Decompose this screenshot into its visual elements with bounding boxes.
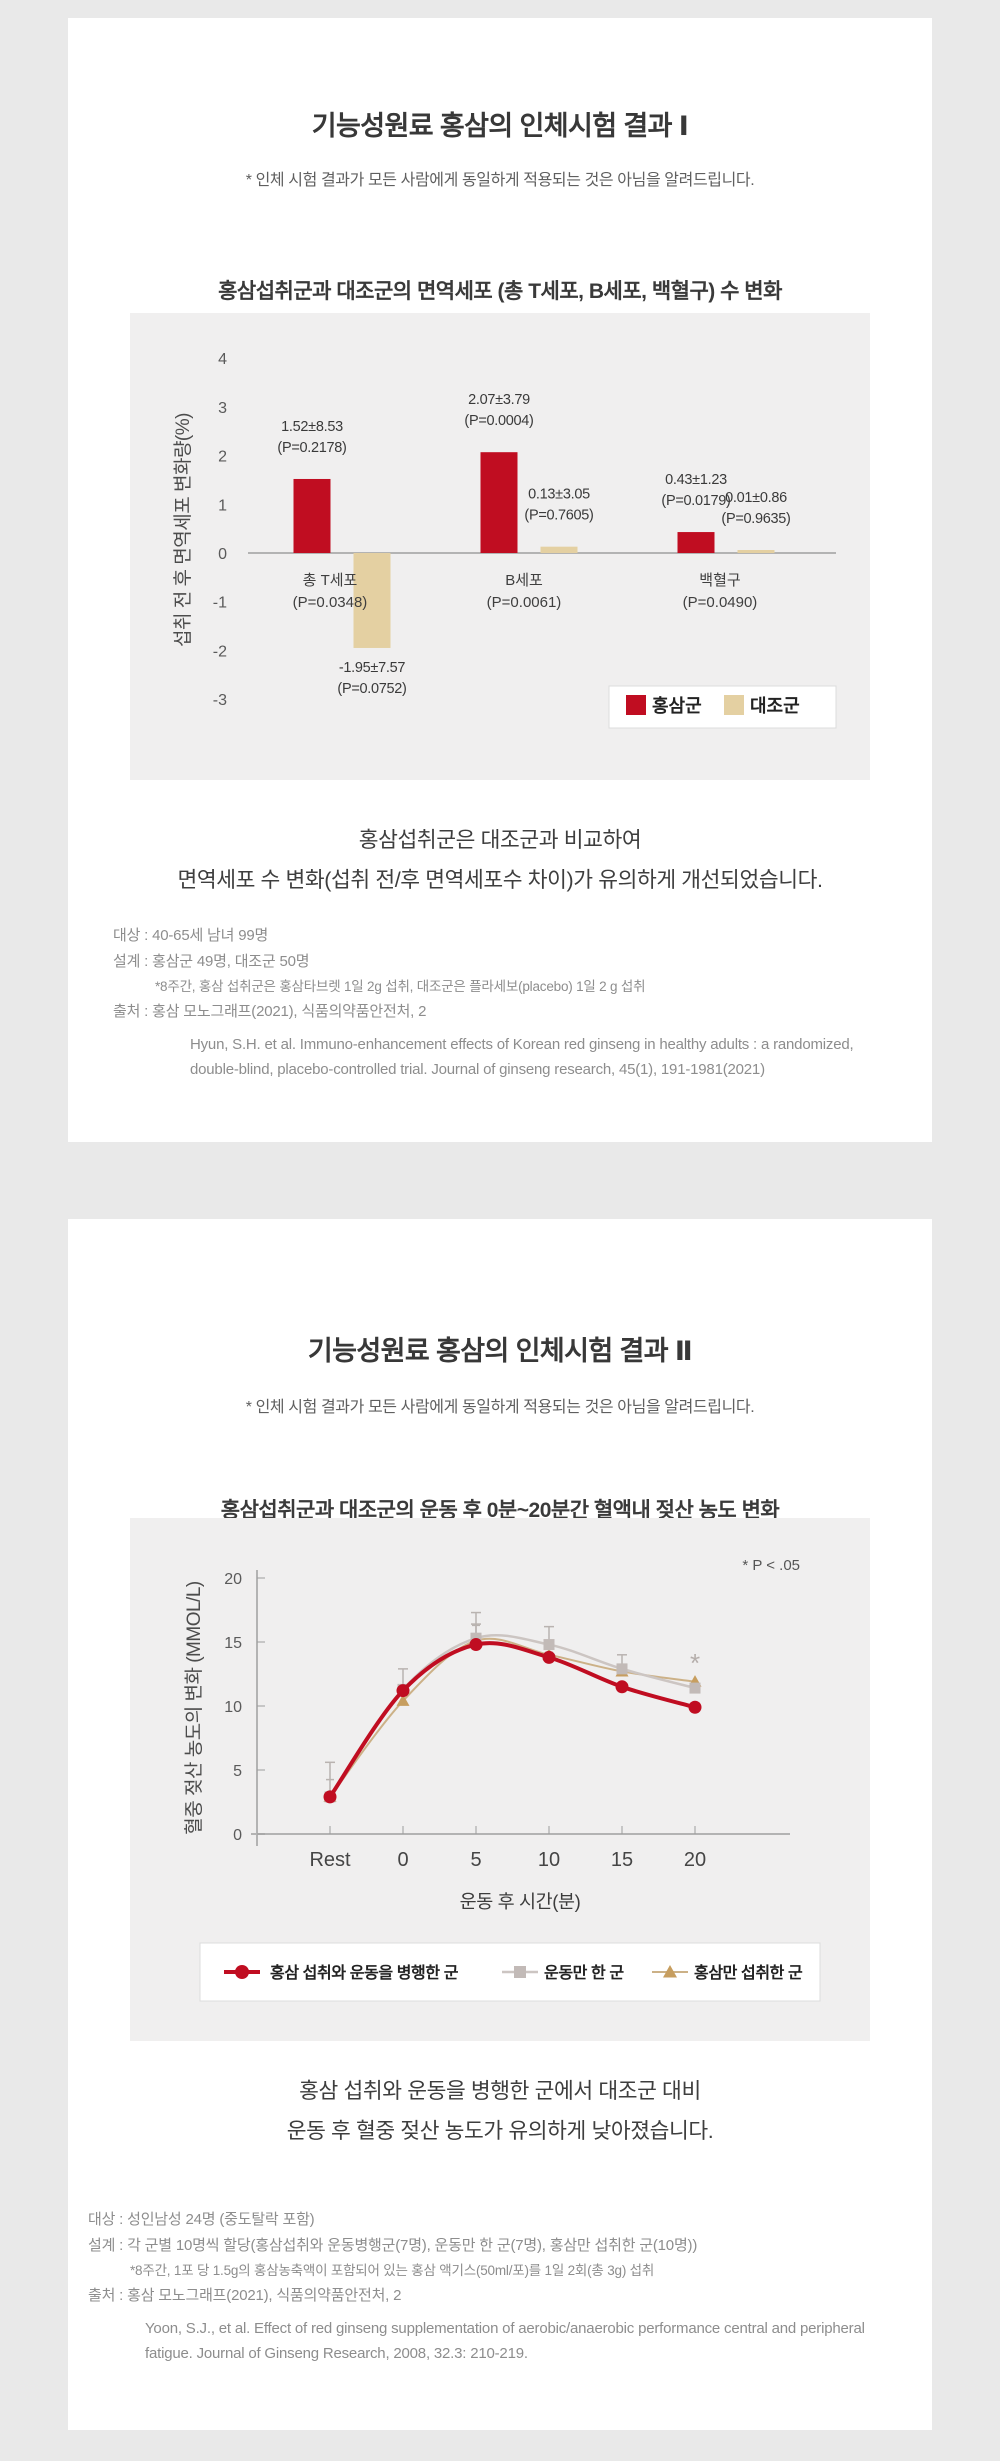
svg-text:(P=0.7605): (P=0.7605) — [524, 508, 593, 524]
study-design: 설계 : 홍삼군 49명, 대조군 50명 — [113, 953, 310, 970]
svg-text:섭취 전 후 면역세포 변화량(%): 섭취 전 후 면역세포 변화량(%) — [172, 413, 194, 647]
svg-text:0: 0 — [233, 1827, 242, 1844]
svg-text:1.52±8.53: 1.52±8.53 — [281, 419, 343, 435]
disclaimer-text: * 인체 시험 결과가 모든 사람에게 동일하게 적용되는 것은 아님을 알려드… — [245, 172, 755, 189]
svg-text:10: 10 — [224, 1699, 242, 1716]
svg-text:-1.95±7.57: -1.95±7.57 — [339, 660, 405, 676]
study-source: 출처 : 홍삼 모노그래프(2021), 식품의약품안전처, 2 — [113, 1003, 427, 1020]
study-citation: Yoon, S.J., et al. Effect of red ginseng… — [145, 2320, 865, 2362]
data-point — [469, 1638, 483, 1652]
study-source: 출처 : 홍삼 모노그래프(2021), 식품의약품안전처, 2 — [88, 2287, 402, 2304]
data-point — [396, 1694, 410, 1706]
svg-text:운동 후 시간(분): 운동 후 시간(분) — [460, 1891, 581, 1912]
immune-cell-bar-chart: 4 3 2 1 0 -1 -2 -3 섭취 전 후 면역세포 변화량(%) 1.52±8.53 (P… — [172, 351, 837, 729]
result-card-2: 기능성원료 홍삼의 인체시험 결과 Ⅱ * 인체 시험 결과가 모든 사람에게 … — [68, 1219, 932, 2430]
summary-line: 홍삼섭취군은 대조군과 비교하여 — [358, 828, 642, 852]
series-lines — [323, 1632, 702, 1804]
immune-cell-chart-panel: 4 3 2 1 0 -1 -2 -3 섭취 전 후 면역세포 변화량(%) 1.52±8.53 (P… — [130, 313, 870, 780]
svg-text:10: 10 — [538, 1849, 560, 1871]
svg-text:(P=0.2178): (P=0.2178) — [277, 440, 346, 456]
svg-text:0.43±1.23: 0.43±1.23 — [665, 472, 727, 488]
svg-text:0: 0 — [218, 546, 227, 563]
summary-line: 홍삼 섭취와 운동을 병행한 군에서 대조군 대비 — [299, 2079, 701, 2103]
data-point — [688, 1700, 702, 1714]
summary-line: 운동 후 혈중 젖산 농도가 유의하게 낮아졌습니다. — [286, 2119, 714, 2143]
svg-text:20: 20 — [224, 1571, 242, 1588]
svg-text:5: 5 — [233, 1763, 242, 1780]
legend-swatch-control-group — [724, 695, 744, 715]
result-card-1: 기능성원료 홍삼의 인체시험 결과 Ⅰ * 인체 시험 결과가 모든 사람에게 … — [68, 18, 932, 1142]
study-design-note: *8주간, 1포 당 1.5g의 홍삼농축액이 포함되어 있는 홍삼 액기스(5… — [130, 2263, 655, 2278]
svg-text:5: 5 — [470, 1849, 481, 1871]
svg-text:(P=0.0004): (P=0.0004) — [464, 413, 533, 429]
study-citation: Hyun, S.H. et al. Immuno-enhancement eff… — [190, 1036, 854, 1078]
svg-text:(P=0.0061): (P=0.0061) — [487, 594, 562, 611]
svg-text:15: 15 — [611, 1849, 633, 1871]
svg-text:(P=0.0752): (P=0.0752) — [337, 681, 406, 697]
page-title: 기능성원료 홍삼의 인체시험 결과 Ⅱ — [307, 1336, 693, 1367]
svg-text:홍삼군: 홍삼군 — [652, 695, 702, 716]
svg-text:Rest: Rest — [309, 1849, 351, 1871]
svg-text:(P=0.0348): (P=0.0348) — [293, 594, 368, 611]
svg-text:운동만 한 군: 운동만 한 군 — [544, 1963, 624, 1982]
svg-text:대조군: 대조군 — [750, 696, 800, 716]
svg-text:-2: -2 — [213, 643, 227, 660]
svg-text:2.07±3.79: 2.07±3.79 — [468, 392, 530, 408]
bar-value-labels: 1.52±8.53 (P=0.2178) -1.95±7.57 (P=0.0752) 총… — [277, 392, 790, 697]
data-point — [323, 1790, 337, 1804]
svg-text:백혈구: 백혈구 — [699, 572, 740, 589]
data-point — [396, 1684, 410, 1698]
svg-text:(P=0.0179): (P=0.0179) — [661, 493, 730, 509]
disclaimer-text: * 인체 시험 결과가 모든 사람에게 동일하게 적용되는 것은 아님을 알려드… — [245, 1399, 755, 1416]
study-design-note: *8주간, 홍삼 섭취군은 홍삼타브렛 1일 2g 섭취, 대조군은 플라세보(… — [155, 979, 646, 994]
line-chart-legend: 홍삼 섭취와 운동을 병행한 군 운동만 한 군 홍삼만 섭취한 군 — [199, 1942, 821, 2002]
line-axes: 0 5 10 15 20 Rest 0 5 10 15 20 운동 후 시간(분) 혈중 젖산 농도의 … — [183, 1570, 790, 1912]
study-design: 설계 : 각 군별 10명씩 할당(홍삼섭취와 운동병행군(7명), 운동만 한… — [88, 2237, 698, 2254]
svg-text:(P=0.0490): (P=0.0490) — [683, 594, 758, 611]
svg-text:-3: -3 — [213, 692, 227, 709]
bars — [293, 452, 775, 648]
svg-text:15: 15 — [224, 1635, 242, 1652]
svg-text:총 T세포: 총 T세포 — [303, 572, 358, 589]
chart-title: 홍삼섭취군과 대조군의 운동 후 0분~20분간 혈액내 젖산 농도 변화 — [220, 1499, 780, 1523]
svg-text:1: 1 — [218, 497, 227, 514]
p-value-note: * P < .05 — [742, 1557, 800, 1574]
svg-text:3: 3 — [218, 400, 227, 417]
study-subjects: 대상 : 성인남성 24명 (중도탈락 포함) — [88, 2211, 315, 2228]
svg-text:0.01±0.86: 0.01±0.86 — [725, 490, 787, 506]
page-title: 기능성원료 홍삼의 인체시험 결과 Ⅰ — [311, 111, 689, 142]
lactic-acid-chart-panel: * P < .05 0 5 10 15 20 Rest 0 5 10 15 20 운동 후 시간(분) 혈… — [130, 1518, 870, 2041]
svg-text:-1: -1 — [213, 595, 227, 612]
svg-text:20: 20 — [684, 1849, 706, 1871]
svg-text:B세포: B세포 — [505, 572, 543, 589]
lactic-acid-line-chart: * P < .05 0 5 10 15 20 Rest 0 5 10 15 20 운동 후 시간(분) 혈… — [183, 1557, 821, 2002]
svg-text:혈중 젖산 농도의 변화 (MMOL/L): 혈중 젖산 농도의 변화 (MMOL/L) — [183, 1581, 205, 1835]
summary-line: 면역세포 수 변화(섭취 전/후 면역세포수 차이)가 유의하게 개선되었습니다… — [177, 868, 823, 892]
svg-text:4: 4 — [218, 351, 227, 368]
data-point — [616, 1663, 628, 1675]
data-point — [689, 1682, 701, 1694]
chart-title: 홍삼섭취군과 대조군의 면역세포 (총 T세포, B세포, 백혈구) 수 변화 — [218, 280, 782, 304]
study-subjects: 대상 : 40-65세 남녀 99명 — [113, 927, 269, 944]
svg-text:0: 0 — [397, 1849, 408, 1871]
svg-text:0.13±3.05: 0.13±3.05 — [528, 487, 590, 503]
result-summary: 홍삼섭취군은 대조군과 비교하여 면역세포 수 변화(섭취 전/후 면역세포수 … — [68, 820, 932, 900]
study-notes: 대상 : 40-65세 남녀 99명 설계 : 홍삼군 49명, 대조군 50명… — [113, 923, 893, 1082]
result-summary: 홍삼 섭취와 운동을 병행한 군에서 대조군 대비 운동 후 혈중 젖산 농도가… — [68, 2071, 932, 2151]
bar-chart-legend: 홍삼군 대조군 — [608, 685, 837, 729]
svg-text:홍삼 섭취와 운동을 병행한 군: 홍삼 섭취와 운동을 병행한 군 — [270, 1963, 459, 1982]
study-notes: 대상 : 성인남성 24명 (중도탈락 포함) 설계 : 각 군별 10명씩 할… — [88, 2207, 918, 2366]
legend-swatch-red-ginseng-group — [626, 695, 646, 715]
data-point — [615, 1680, 629, 1694]
svg-text:홍삼만 섭취한 군: 홍삼만 섭취한 군 — [694, 1963, 803, 1982]
significance-asterisk: * — [690, 1648, 700, 1678]
svg-text:2: 2 — [218, 449, 227, 466]
data-point — [543, 1639, 555, 1651]
data-point — [542, 1650, 556, 1664]
svg-text:(P=0.9635): (P=0.9635) — [721, 511, 790, 527]
